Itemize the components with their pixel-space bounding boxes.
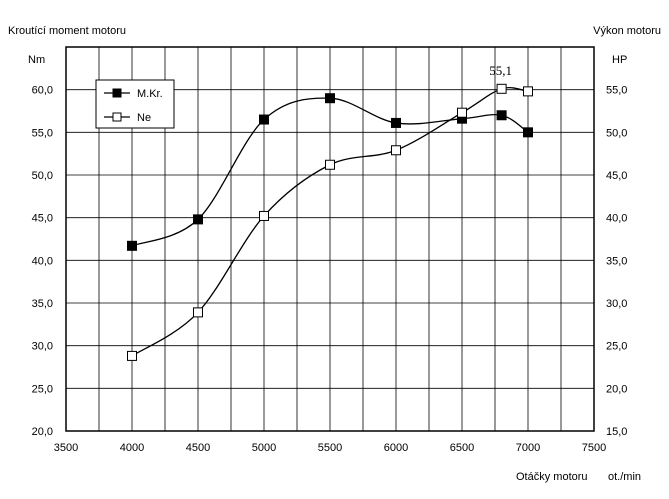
x-tick-label: 6000	[384, 442, 408, 454]
legend-marker-mkr	[112, 88, 122, 98]
x-tick-label: 6500	[450, 442, 474, 454]
y-tick-label: 60,0	[32, 85, 53, 97]
legend-label-ne: Ne	[137, 112, 151, 124]
data-point-m-kr	[325, 93, 335, 104]
x-tick-label: 3500	[54, 442, 78, 454]
data-point-m-kr	[259, 114, 269, 125]
data-point-m-kr	[391, 117, 401, 128]
x-tick-label: 4500	[186, 442, 210, 454]
legend-box	[95, 79, 175, 129]
data-point-ne	[193, 307, 203, 318]
data-point-ne	[496, 83, 507, 94]
annotation-peak-power: 55,1	[489, 63, 512, 78]
data-point-m-kr	[127, 240, 137, 251]
y-tick-label: 25,0	[32, 383, 53, 395]
data-point-ne	[325, 159, 335, 170]
data-point-m-kr	[523, 127, 533, 138]
y-tick-label: 40,0	[32, 255, 53, 267]
y2-tick-label: 15,0	[606, 426, 627, 438]
y2-tick-label: 45,0	[606, 170, 627, 182]
legend-marker-ne	[112, 112, 122, 122]
series-line-m-kr	[131, 97, 529, 247]
x-axis-unit: ot./min	[608, 471, 642, 483]
data-point-ne	[391, 145, 401, 156]
series-layer	[127, 83, 533, 361]
y2-tick-label: 35,0	[606, 255, 627, 267]
x-tick-label: 7500	[582, 442, 606, 454]
right-axis-title: Výkon motoru	[593, 25, 661, 37]
y-tick-label: 35,0	[32, 298, 53, 310]
x-tick-label: 5000	[252, 442, 276, 454]
right-axis-unit: HP	[612, 54, 628, 66]
x-tick-label: 4000	[120, 442, 144, 454]
data-point-ne	[457, 107, 467, 118]
left-axis-title: Kroutící moment motoru	[8, 25, 126, 37]
data-point-ne	[259, 210, 269, 221]
y-tick-label: 30,0	[32, 341, 53, 353]
data-point-ne	[523, 86, 533, 97]
plot-frame	[65, 46, 595, 432]
legend: M.Kr. Ne	[95, 79, 175, 129]
y2-tick-label: 25,0	[606, 341, 627, 353]
x-axis-title: Otáčky motoru	[516, 471, 588, 483]
y2-tick-label: 50,0	[606, 127, 627, 139]
y2-tick-label: 40,0	[606, 213, 627, 225]
series-line-ne	[131, 87, 529, 357]
y-tick-label: 20,0	[32, 426, 53, 438]
y2-tick-label: 55,0	[606, 85, 627, 97]
y-tick-label: 55,0	[32, 127, 53, 139]
y2-tick-label: 20,0	[606, 383, 627, 395]
x-tick-label: 5500	[318, 442, 342, 454]
legend-label-mkr: M.Kr.	[137, 88, 163, 100]
y2-tick-label: 30,0	[606, 298, 627, 310]
tick-labels: 3500 4000 4500 5000 5500 6000 6500 7000 7500 20,0…	[32, 85, 628, 454]
left-axis-unit: Nm	[28, 54, 46, 66]
data-point-m-kr	[496, 110, 507, 121]
data-point-ne	[127, 350, 137, 361]
y-tick-label: 45,0	[32, 213, 53, 225]
x-tick-label: 7000	[516, 442, 540, 454]
data-point-m-kr	[193, 214, 203, 225]
y-tick-label: 50,0	[32, 170, 53, 182]
